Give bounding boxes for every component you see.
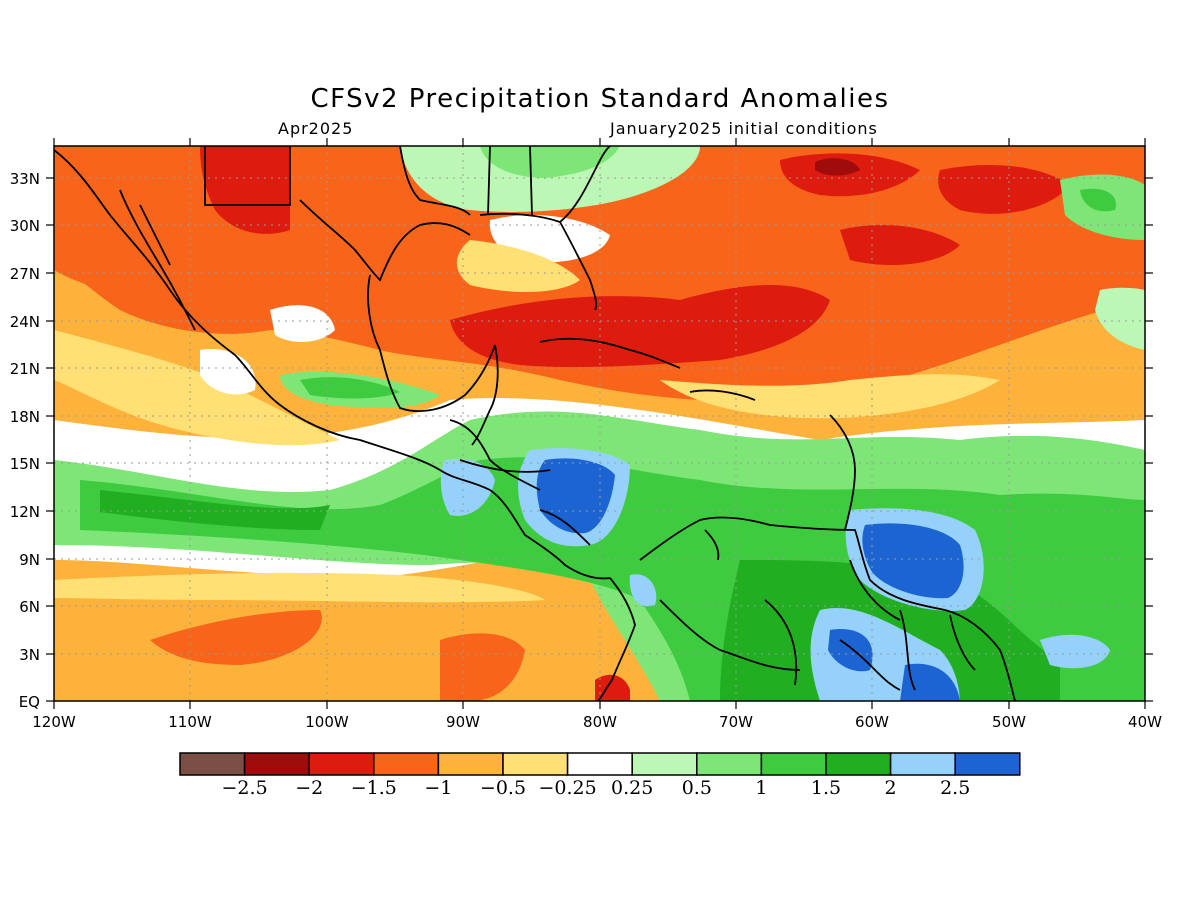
colorbar-label: 1 <box>755 777 767 799</box>
initial-conditions: January2025 initial conditions <box>610 119 878 138</box>
lat-label: 9N <box>19 551 40 569</box>
lat-label: 15N <box>10 455 40 473</box>
colorbar-label: −0.5 <box>480 777 526 799</box>
colorbar-label: 2 <box>885 777 897 799</box>
lat-label: 21N <box>10 360 40 378</box>
lon-label: 120W <box>32 713 76 731</box>
colorbar-swatch <box>696 752 763 776</box>
colorbar-label: −2 <box>295 777 323 799</box>
colorbar-label: 0.5 <box>682 777 712 799</box>
lon-label: 90W <box>446 713 480 731</box>
colorbar-swatch <box>566 752 633 776</box>
colorbar-label: 0.25 <box>611 777 653 799</box>
lon-label: 40W <box>1128 713 1162 731</box>
anomaly-field <box>54 146 1145 701</box>
lon-label: 80W <box>583 713 617 731</box>
lon-label: 50W <box>992 713 1026 731</box>
colorbar-swatch <box>889 752 956 776</box>
lat-label: 33N <box>10 170 40 188</box>
colorbar-swatch <box>760 752 827 776</box>
colorbar-label: −1.5 <box>351 777 397 799</box>
colorbar-swatch <box>373 752 440 776</box>
lat-label: 24N <box>10 313 40 331</box>
colorbar-label: −2.5 <box>222 777 268 799</box>
lat-label: 6N <box>19 598 40 616</box>
colorbar-swatch <box>631 752 698 776</box>
lat-label: 3N <box>19 646 40 664</box>
lat-label: 30N <box>10 217 40 235</box>
map-gridlines <box>54 146 1145 701</box>
lat-label: 12N <box>10 503 40 521</box>
forecast-month: Apr2025 <box>278 119 354 138</box>
lon-label: 70W <box>719 713 753 731</box>
lon-label: 100W <box>305 713 349 731</box>
lat-labels: EQ 3N 6N 9N 12N 15N 18N 21N 24N 27N 30N … <box>10 170 40 711</box>
colorbar-swatch <box>954 752 1021 776</box>
colorbar-label: 1.5 <box>811 777 841 799</box>
lon-label: 110W <box>168 713 212 731</box>
coastlines <box>54 146 1016 701</box>
lon-label: 60W <box>855 713 889 731</box>
lat-label: 27N <box>10 265 40 283</box>
colorbar-swatch <box>179 752 246 776</box>
colorbar-swatch <box>437 752 504 776</box>
colorbar-swatch <box>825 752 892 776</box>
colorbar-label: −1 <box>424 777 452 799</box>
map-title: CFSv2 Precipitation Standard Anomalies <box>310 84 890 114</box>
colorbar: −2.5 −2 −1.5 −1 −0.5 −0.25 0.25 0.5 1 1.5 2 2.5 <box>179 752 1021 799</box>
colorbar-swatch <box>308 752 375 776</box>
lon-labels: 120W 110W 100W 90W 80W 70W 60W 50W 40W <box>32 713 1162 731</box>
lat-label: EQ <box>19 693 40 711</box>
colorbar-swatch <box>502 752 569 776</box>
axis-ticks <box>46 138 1153 709</box>
colorbar-swatch <box>243 752 310 776</box>
lat-label: 18N <box>10 408 40 426</box>
colorbar-label: −0.25 <box>538 777 596 799</box>
colorbar-label: 2.5 <box>940 777 970 799</box>
